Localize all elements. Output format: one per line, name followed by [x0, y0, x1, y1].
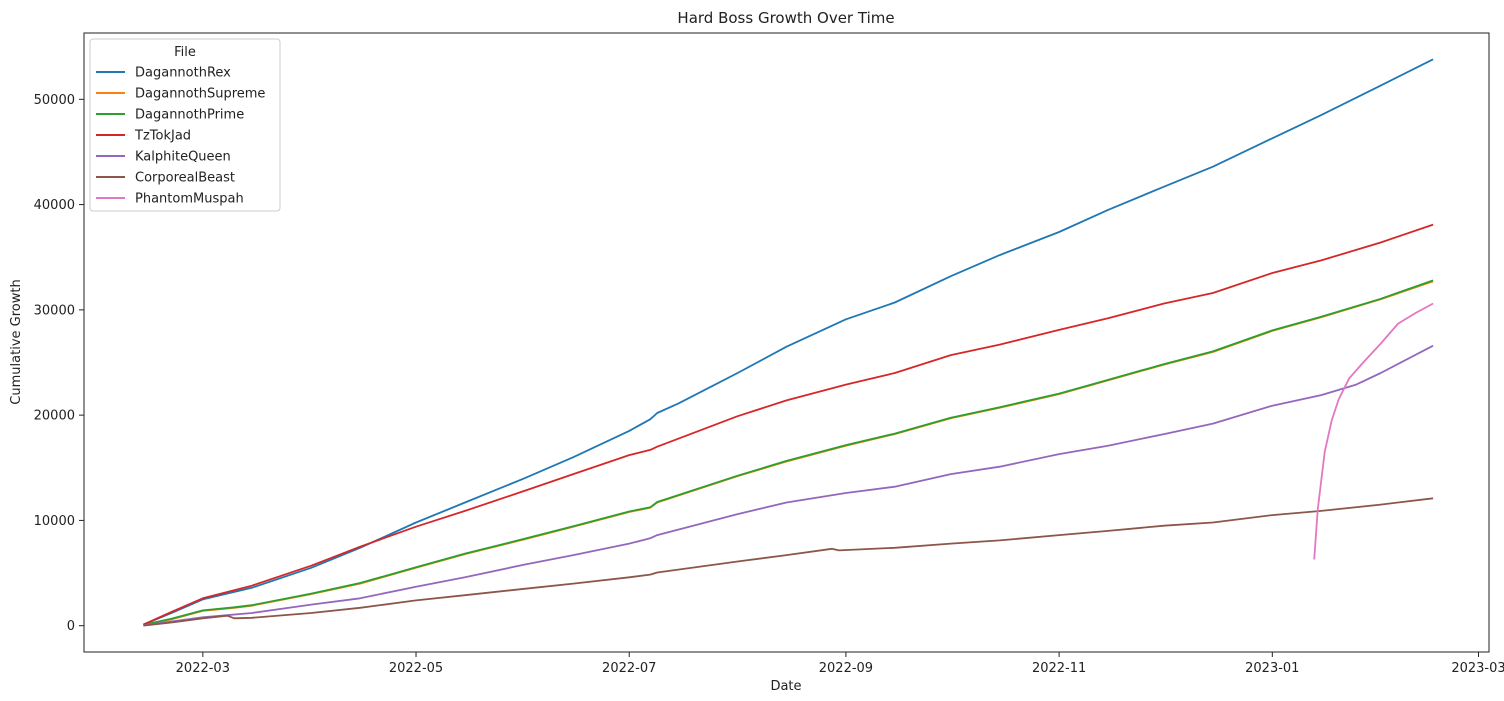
x-tick-label: 2022-09	[819, 661, 873, 676]
x-tick-label: 2022-11	[1032, 661, 1086, 676]
y-tick-label: 40000	[34, 198, 75, 213]
legend-items: DagannothRex DagannothSupreme DagannothPri…	[96, 66, 265, 207]
x-tick-label: 2023-01	[1245, 661, 1299, 676]
series-line-phantom-muspah	[1313, 302, 1434, 560]
x-tick-label: 2023-03	[1451, 661, 1504, 676]
y-tick-label: 10000	[34, 514, 75, 529]
series-line-tz-tok-jad	[143, 223, 1434, 626]
axes-layer	[83, 32, 1490, 653]
x-axis-label: Date	[770, 679, 801, 694]
legend-box	[89, 38, 281, 212]
series-layer	[143, 58, 1434, 627]
x-tick-label: 2022-03	[176, 661, 230, 676]
x-tick-label: 2022-05	[389, 661, 443, 676]
legend-label-corporeal-beast: CorporealBeast	[135, 171, 235, 186]
legend-label-phantom-muspah: PhantomMuspah	[135, 192, 244, 207]
y-tick-label: 0	[67, 619, 75, 634]
legend-title: File	[174, 45, 196, 60]
series-line-dagannoth-prime	[143, 279, 1434, 626]
series-line-kalphite-queen	[143, 344, 1434, 627]
legend-label-dagannoth-rex: DagannothRex	[135, 66, 231, 81]
y-axis-label: Cumulative Growth	[9, 279, 24, 404]
ticks-layer: 2022-03 2022-05 2022-07 2022-09 2022-11 2023-…	[34, 93, 1504, 676]
legend: File DagannothRexDagannothSupremeDaganno…	[89, 38, 281, 212]
x-tick-label: 2022-07	[602, 661, 656, 676]
y-tick-label: 50000	[34, 93, 75, 108]
legend-label-tz-tok-jad: TzTokJad	[134, 129, 191, 144]
legend-label-dagannoth-prime: DagannothPrime	[135, 108, 244, 123]
y-tick-label: 30000	[34, 303, 75, 318]
series-line-corporeal-beast	[143, 497, 1434, 627]
plot-frame	[83, 32, 1490, 653]
series-line-dagannoth-supreme	[143, 280, 1434, 627]
legend-label-kalphite-queen: KalphiteQueen	[135, 150, 231, 165]
y-tick-label: 20000	[34, 409, 75, 424]
series-line-dagannoth-rex	[143, 58, 1434, 626]
legend-label-dagannoth-supreme: DagannothSupreme	[135, 87, 265, 102]
chart-title: Hard Boss Growth Over Time	[677, 9, 894, 27]
